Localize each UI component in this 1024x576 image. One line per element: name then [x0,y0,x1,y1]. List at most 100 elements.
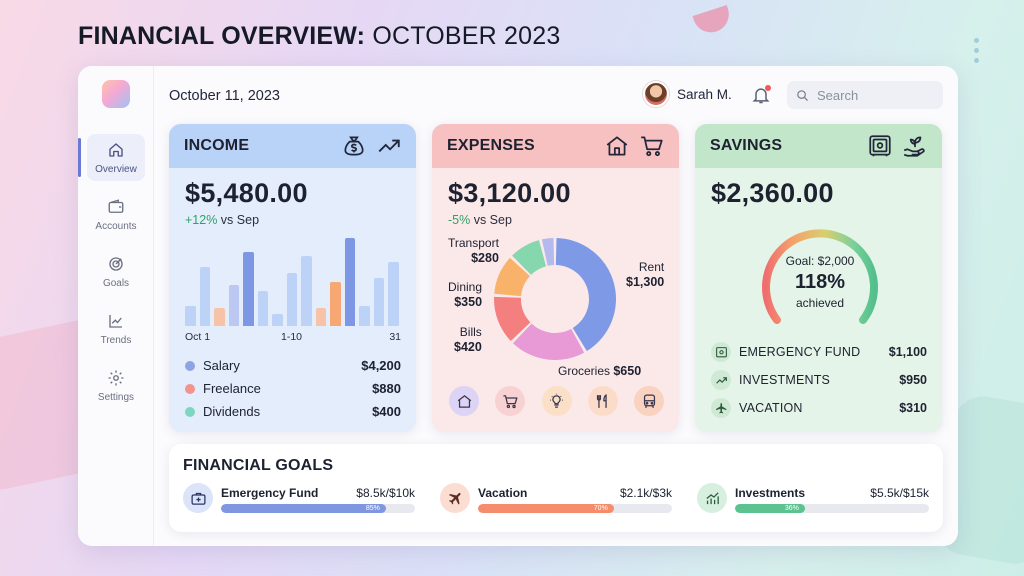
growth-chart-icon [705,491,719,504]
safe-icon [715,346,727,357]
income-card: INCOME $5,480.00 +12% vs Sep Oct 1 1-10 … [169,124,416,432]
expense-category-icons [449,386,664,416]
sidebar-item-label: Settings [97,391,135,403]
expense-label-name: Bills [459,325,482,339]
goal-item-vacation[interactable]: Vacation $2.1k/$3k 70% [440,483,672,517]
goal-progress-label: 70% [593,505,608,512]
medkit-icon [190,492,206,505]
expense-label-name: Dining [448,280,483,294]
sidebar-item-settings[interactable]: Settings [87,362,145,409]
house-icon [457,394,471,408]
legend-swatch [185,383,195,394]
financial-goals-title: FINANCIAL GOALS [183,457,334,474]
expense-label-bills: Bills $420 [454,325,482,355]
income-bar-chart [185,234,401,326]
goal-amount: $5.5k/$15k [870,486,929,500]
fork-knife-icon [597,393,607,408]
legend-swatch [185,360,195,371]
wallet-icon [108,198,124,213]
goal-name: Vacation [478,486,528,500]
savings-goal-label: Goal: $2,000 [785,254,855,268]
user-profile[interactable]: Sarah M. [643,81,732,107]
trend-up-icon [715,376,727,384]
current-date: October 11, 2023 [169,88,280,104]
goal-progress-track: 85% [221,504,415,513]
savings-item-emergency-fund: EMERGENCY FUND $1,100 [711,338,927,366]
goal-item-investments[interactable]: Investments $5.5k/$15k 36% [697,483,929,517]
donut-slice[interactable] [541,238,555,266]
savings-progress-percent: 118% [794,271,846,293]
trend-up-icon [378,139,400,153]
home-icon [109,142,123,157]
legend-label: Dividends [203,404,261,419]
goal-amount: $2.1k/$3k [619,486,672,500]
sidebar-item-accounts[interactable]: Accounts [87,191,145,238]
decorative-dots [974,38,986,72]
expenses-card-header: EXPENSES [432,124,679,168]
expenses-header-icons [604,133,665,159]
search-input[interactable] [817,87,927,103]
savings-item-label: INVESTMENTS [739,373,831,387]
expense-label-transport: Transport $280 [448,236,499,266]
expenses-delta-percent: -5% [448,213,471,227]
income-bar [315,307,326,326]
category-housing-button[interactable] [449,386,479,416]
legend-value: $400 [372,404,401,419]
sidebar-item-overview[interactable]: Overview [78,134,145,181]
notifications-button[interactable] [751,85,771,105]
expense-label-value: $650 [613,364,642,378]
app-logo[interactable] [102,80,130,108]
search-box[interactable] [787,81,943,109]
savings-item-label: VACATION [739,401,803,415]
goal-item-emergency-fund[interactable]: Emergency Fund $8.5k/$10k 85% [183,483,415,517]
income-bar [286,272,297,326]
page-title-rest: OCTOBER 2023 [365,22,561,50]
sidebar-item-goals[interactable]: Goals [87,248,145,295]
savings-amount: $2,360.00 [711,178,834,208]
donut-slice[interactable] [494,296,531,342]
legend-value: $4,200 [361,358,401,373]
expenses-delta-text: vs Sep [470,213,512,227]
bus-icon [643,393,655,408]
category-groceries-button[interactable] [495,386,526,416]
donut-slice[interactable] [512,240,547,275]
savings-title: SAVINGS [710,137,783,154]
income-bar [257,291,268,326]
income-amount: $5,480.00 [185,178,308,208]
expenses-delta: -5% vs Sep [448,213,679,227]
search-icon [797,89,808,101]
category-dining-button[interactable] [587,386,618,416]
goal-progress-fill: 36% [735,504,805,513]
expenses-amount: $3,120.00 [448,178,571,208]
donut-slice[interactable] [494,257,530,297]
goal-progress-label: 36% [784,505,799,512]
income-bar [243,252,254,326]
savings-item-investments: INVESTMENTS $950 [711,366,927,394]
dashboard-window: Overview Accounts Goals Trends Settings … [78,66,958,546]
money-bag-icon [344,136,364,156]
income-bar [228,284,239,326]
expense-label-name: Rent [638,260,665,274]
donut-slice[interactable] [555,238,616,352]
goal-progress-label: 85% [365,505,380,512]
gauge-progress-arc [762,229,878,324]
savings-goal-gauge [762,229,878,324]
income-legend: Salary $4,200 Freelance $880 Dividends $… [185,354,401,423]
legend-label: Salary [203,358,240,373]
savings-item-value: $310 [899,401,927,415]
income-bar [185,305,196,326]
sidebar-item-label: Goals [102,277,130,289]
sidebar-nav: Overview Accounts Goals Trends Settings [78,134,154,419]
goal-progress-track: 36% [735,504,929,513]
expense-label-value: $280 [471,251,499,265]
income-bar [214,307,225,326]
category-bills-button[interactable] [541,386,572,416]
income-bar [359,305,370,326]
goal-amount: $8.5k/$10k [356,486,415,500]
category-transport-button[interactable] [634,386,664,416]
legend-swatch [185,406,195,417]
donut-slice[interactable] [512,323,585,360]
financial-goals-panel: FINANCIAL GOALS Emergency Fund $8.5k/$10… [169,444,943,532]
income-bar [330,281,341,326]
sidebar-item-trends[interactable]: Trends [87,305,145,352]
